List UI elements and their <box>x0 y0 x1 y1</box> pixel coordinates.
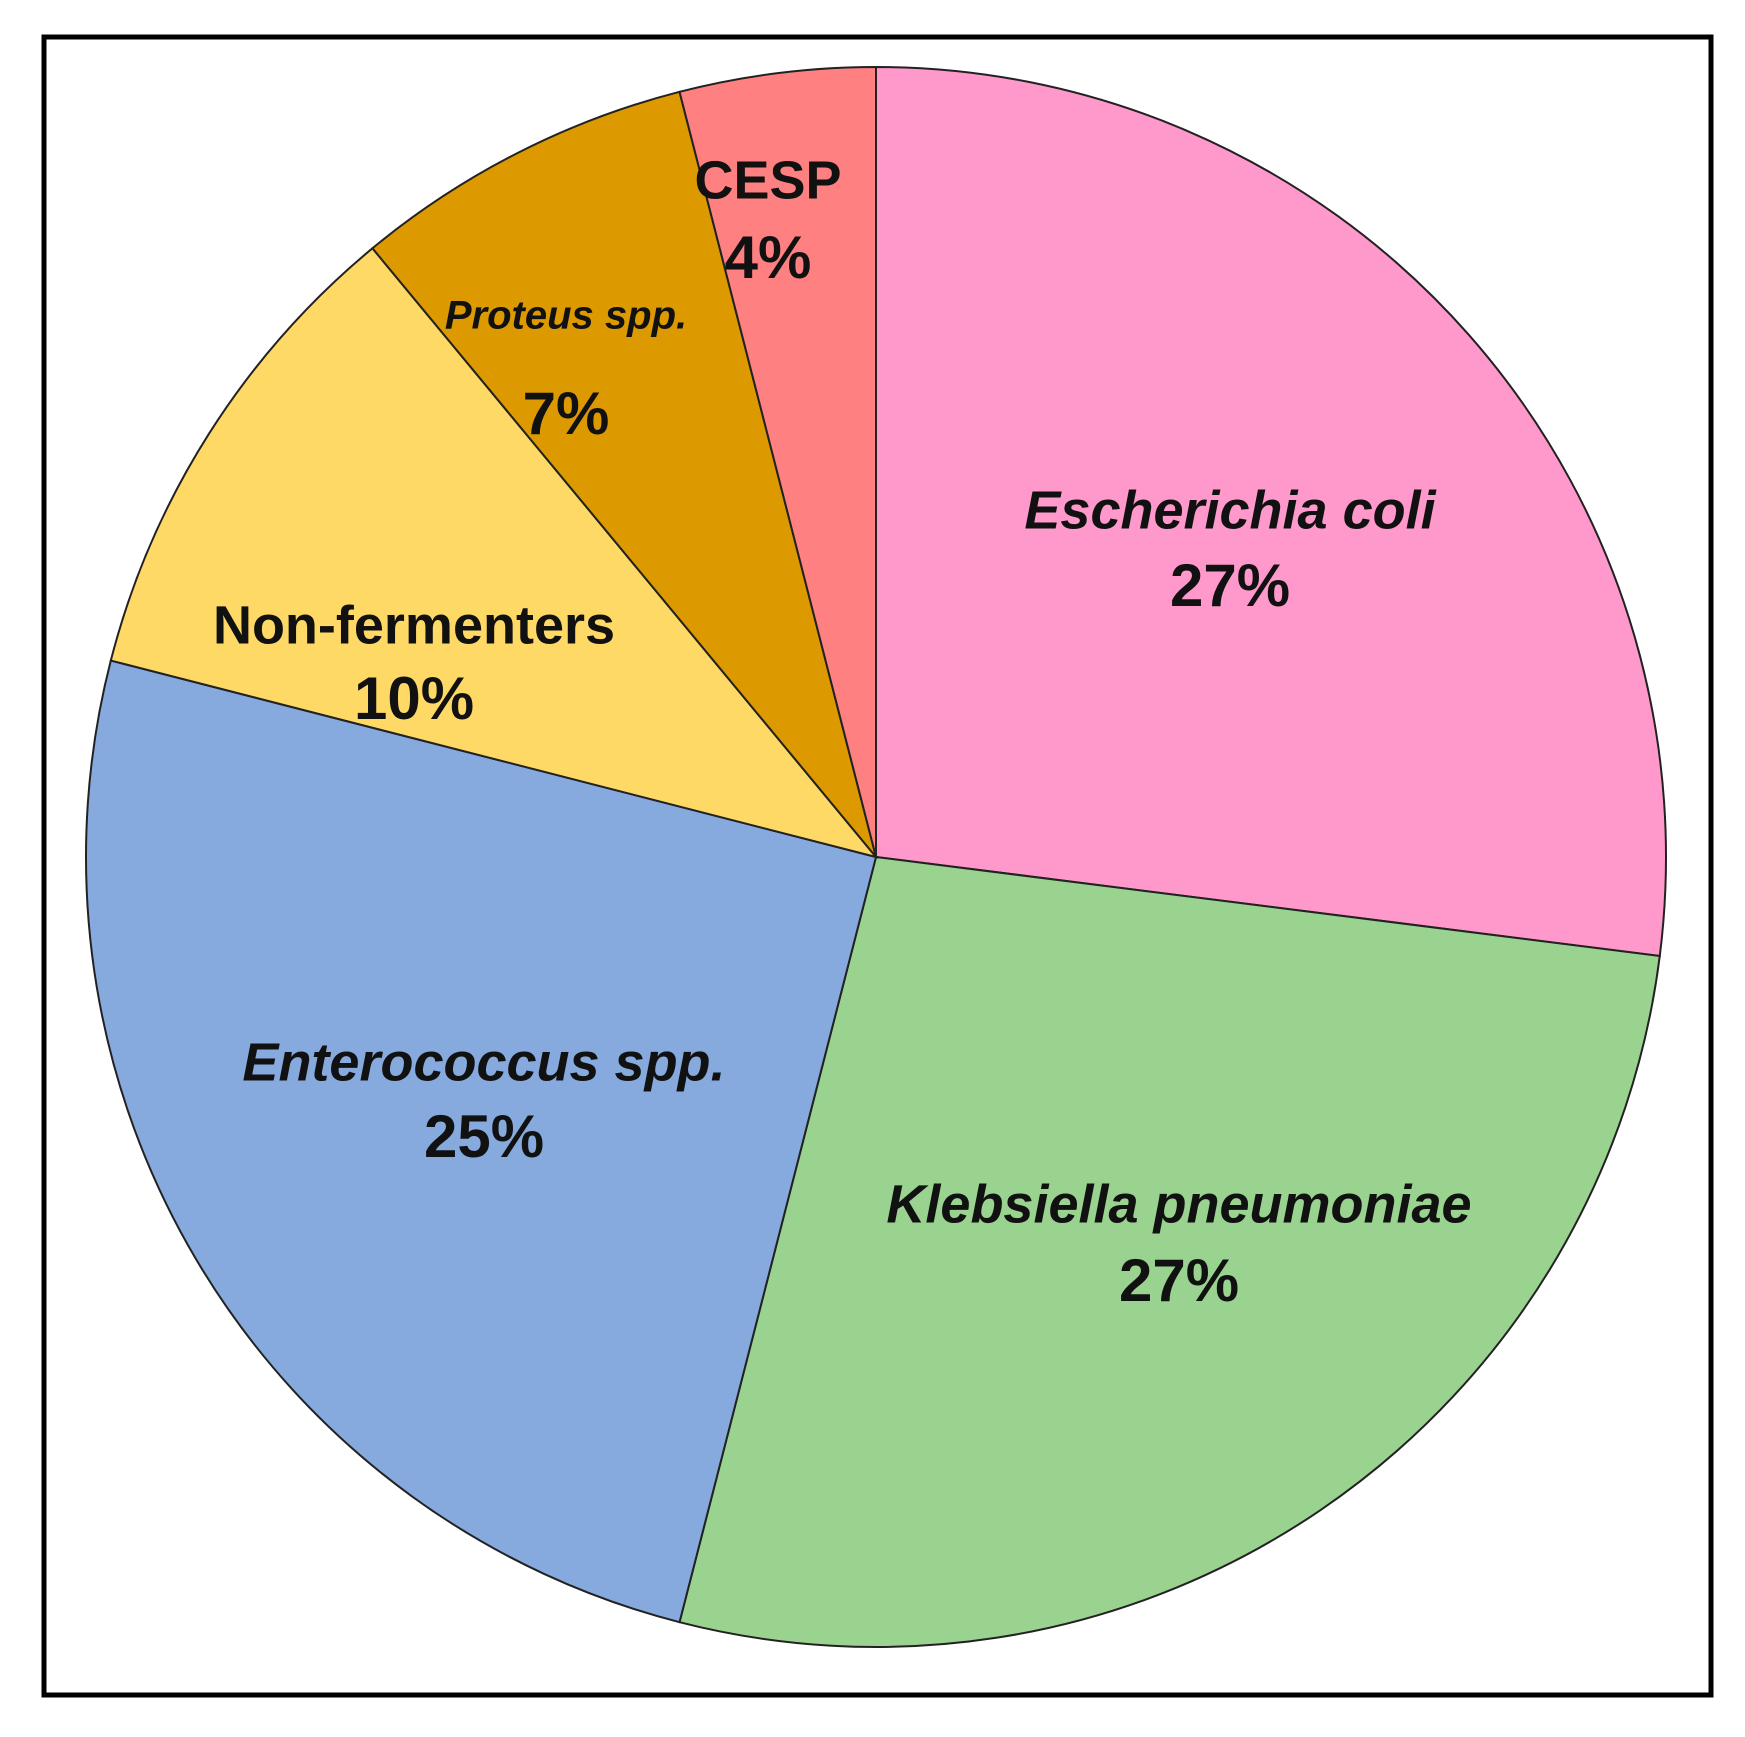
slice-label: Non-fermenters <box>213 595 615 655</box>
slice-label: Klebsiella pneumoniae <box>886 1174 1471 1234</box>
slice-label: Escherichia coli <box>1024 480 1436 540</box>
pie-slice <box>371 90 877 858</box>
pie-slice <box>678 855 1661 1648</box>
value-label: 27% <box>1170 552 1290 619</box>
value-label: 27% <box>1119 1247 1239 1314</box>
value-label: 4% <box>725 224 812 291</box>
value-label: 10% <box>354 665 474 732</box>
value-label: 25% <box>424 1103 544 1170</box>
slice-label: Enterococcus spp. <box>242 1032 725 1092</box>
slice-label: Proteus spp. <box>445 294 687 338</box>
value-label: 7% <box>523 380 610 447</box>
slice-label: CESP <box>694 150 841 210</box>
pie-slice <box>85 659 878 1624</box>
pie-slice <box>678 65 877 858</box>
pie-slice <box>875 65 1667 958</box>
pie-slice <box>109 246 879 859</box>
